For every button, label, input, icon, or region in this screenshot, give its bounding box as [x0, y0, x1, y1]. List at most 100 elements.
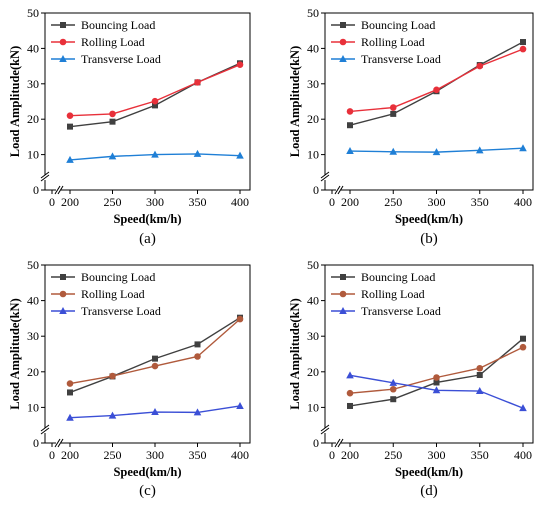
- plot-frame: [44, 264, 251, 444]
- series-rolling-load: Rolling Load: [331, 35, 527, 115]
- legend-label: Transverse Load: [81, 52, 161, 66]
- data-point: [519, 45, 527, 53]
- data-point: [151, 150, 159, 158]
- y-tick-label: 50: [307, 6, 319, 20]
- x-tick-label: 350: [471, 195, 489, 209]
- data-point: [475, 387, 484, 395]
- y-axis-break-mark: [320, 424, 330, 432]
- y-axis-title: Load Amplitude(kN): [288, 298, 302, 409]
- legend-marker: [60, 22, 66, 28]
- x-tick-label: 350: [189, 448, 207, 462]
- legend-label: Rolling Load: [361, 287, 425, 301]
- data-point: [194, 341, 201, 348]
- y-tick-label: 40: [307, 294, 319, 308]
- x-axis-title: Speed(km/h): [113, 212, 181, 226]
- data-point: [520, 335, 526, 342]
- y-tick-label: 0: [313, 436, 319, 450]
- legend-marker: [340, 22, 346, 28]
- data-point: [109, 372, 116, 380]
- y-tick-label: 30: [27, 77, 39, 91]
- x-axis-title: Speed(km/h): [113, 465, 181, 479]
- y-tick-label: 50: [27, 6, 39, 20]
- series-transverse-load: Transverse Load: [331, 304, 527, 412]
- data-point: [109, 110, 116, 118]
- y-tick-label: 30: [307, 77, 319, 91]
- x-tick-label: 0: [329, 448, 335, 462]
- y-tick-label: 0: [33, 183, 39, 197]
- y-axis-title: Load Amplitude(kN): [288, 46, 302, 157]
- x-tick-label: 0: [49, 448, 55, 462]
- series-rolling-load: Rolling Load: [331, 287, 527, 397]
- data-point: [519, 144, 527, 152]
- x-axis-title: Speed(km/h): [395, 212, 463, 226]
- data-point: [236, 61, 244, 68]
- y-axis-break-mark: [320, 427, 330, 435]
- data-point: [432, 148, 441, 156]
- panel-label: (b): [420, 231, 438, 247]
- data-point: [390, 396, 397, 403]
- legend-marker: [59, 307, 67, 314]
- data-point: [193, 408, 202, 416]
- data-point: [519, 404, 527, 412]
- data-point: [433, 379, 440, 386]
- x-axis-break-gap: [336, 440, 341, 446]
- data-point: [194, 79, 201, 86]
- series-bouncing-load: Bouncing Load: [51, 18, 243, 130]
- legend-label: Bouncing Load: [361, 18, 435, 32]
- data-point: [108, 411, 117, 419]
- y-tick-label: 20: [27, 365, 39, 379]
- data-point: [151, 362, 159, 370]
- x-axis-break-gap: [56, 187, 61, 193]
- x-axis-break-gap: [336, 187, 341, 193]
- legend-label: Rolling Load: [81, 35, 145, 49]
- plot-frame: [324, 264, 534, 444]
- x-tick-label: 200: [61, 448, 79, 462]
- chart-panel-2: 0 10 20 30 40 50 0 200 250 300 350 400 Speed(km/h) Lo…: [288, 6, 534, 226]
- chart-panel-4: 0 10 20 30 40 50 0 200 250 300 350 400 Speed(km/h) Lo…: [288, 258, 534, 479]
- y-tick-label: 30: [307, 329, 319, 343]
- data-point: [152, 102, 158, 109]
- y-tick-label: 40: [307, 41, 319, 55]
- y-tick-label: 40: [27, 41, 39, 55]
- y-tick-label: 20: [307, 112, 319, 126]
- data-point: [519, 343, 527, 351]
- legend-marker: [339, 307, 347, 314]
- data-point: [346, 108, 354, 115]
- data-point: [66, 413, 74, 421]
- data-point: [66, 155, 74, 163]
- y-tick-label: 50: [27, 258, 39, 272]
- x-tick-label: 350: [189, 195, 207, 209]
- data-point: [66, 380, 74, 387]
- legend-label: Rolling Load: [361, 35, 425, 49]
- x-tick-label: 200: [61, 195, 79, 209]
- series-line: [69, 318, 241, 385]
- legend-marker: [59, 38, 67, 46]
- y-tick-label: 30: [27, 329, 39, 343]
- legend-label: Transverse Load: [361, 304, 441, 318]
- x-tick-label: 400: [231, 448, 249, 462]
- data-point: [109, 118, 116, 125]
- y-tick-label: 50: [307, 258, 319, 272]
- y-tick-label: 20: [307, 365, 319, 379]
- data-point: [193, 149, 202, 157]
- series-line: [349, 346, 524, 394]
- x-tick-label: 0: [329, 195, 335, 209]
- data-point: [520, 39, 526, 46]
- data-point: [67, 123, 73, 130]
- legend-marker: [339, 290, 347, 298]
- series-transverse-load: Transverse Load: [51, 52, 244, 163]
- data-point: [433, 86, 440, 94]
- x-tick-label: 400: [231, 195, 249, 209]
- x-tick-label: 400: [514, 195, 532, 209]
- series-bouncing-load: Bouncing Load: [331, 270, 526, 409]
- x-axis-break-mark: [337, 185, 344, 195]
- legend-marker: [339, 55, 347, 62]
- legend-label: Transverse Load: [361, 52, 441, 66]
- data-point: [236, 315, 244, 323]
- x-axis-break-mark: [337, 438, 344, 448]
- series-line: [69, 62, 241, 128]
- legend-marker: [60, 274, 66, 280]
- x-tick-label: 250: [384, 448, 402, 462]
- y-tick-label: 10: [27, 148, 39, 162]
